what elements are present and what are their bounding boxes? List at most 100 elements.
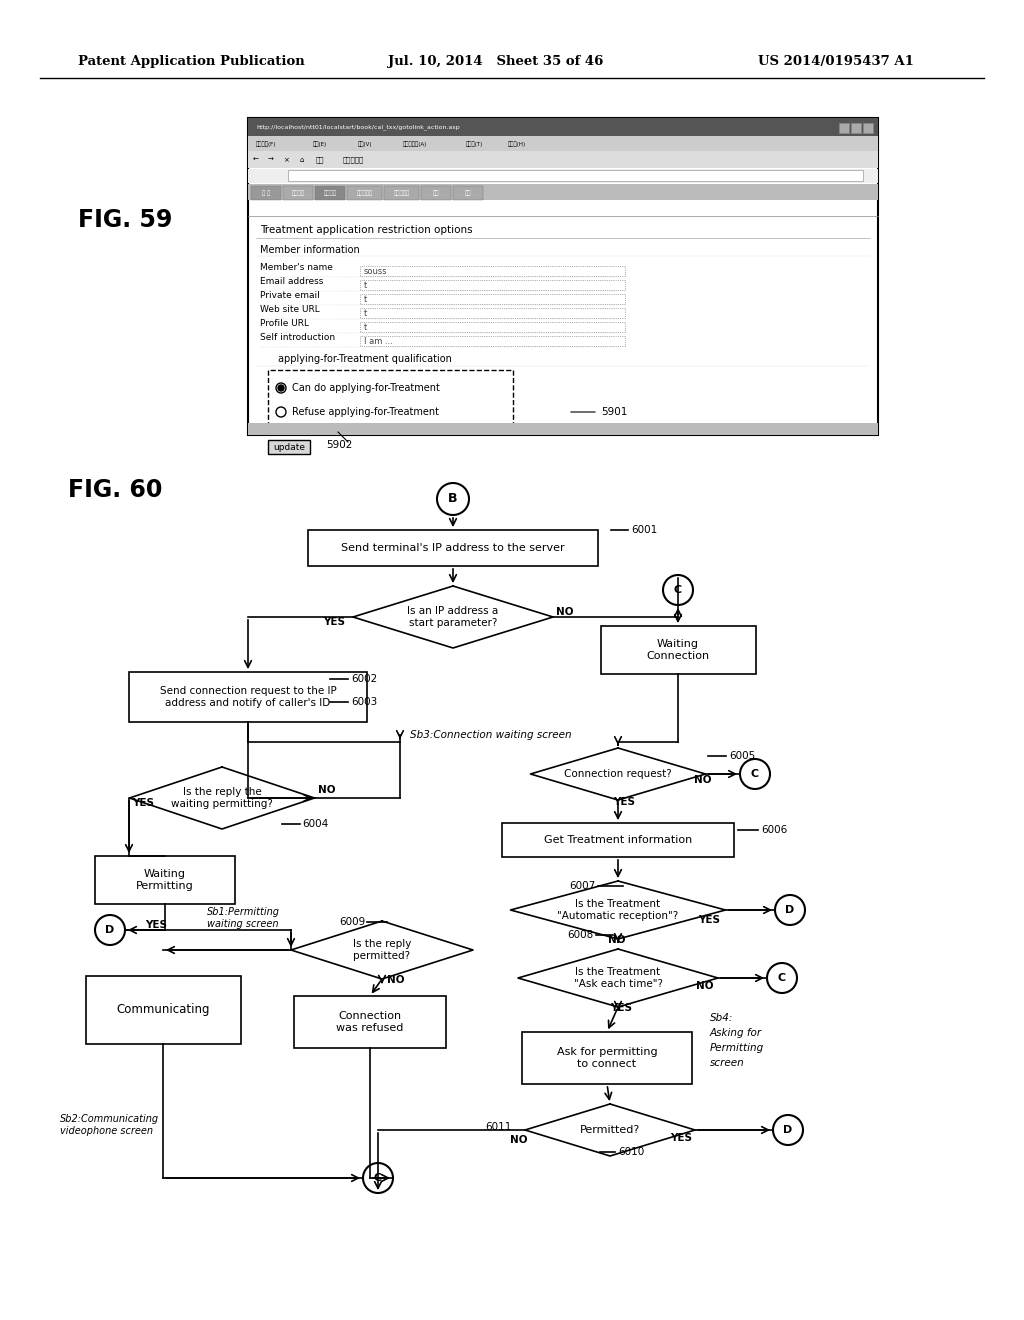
Text: アドレス帳: アドレス帳 bbox=[393, 190, 410, 195]
FancyBboxPatch shape bbox=[347, 186, 382, 201]
Text: Self introduction: Self introduction bbox=[260, 334, 335, 342]
Text: FIG. 59: FIG. 59 bbox=[78, 209, 172, 232]
FancyBboxPatch shape bbox=[248, 169, 878, 183]
FancyBboxPatch shape bbox=[248, 117, 878, 436]
Text: 接続設定: 接続設定 bbox=[292, 190, 304, 195]
FancyBboxPatch shape bbox=[360, 322, 625, 333]
Text: Asking for: Asking for bbox=[710, 1028, 762, 1038]
Polygon shape bbox=[518, 949, 718, 1007]
Text: 5902: 5902 bbox=[326, 440, 352, 450]
Text: 編集(E): 編集(E) bbox=[313, 141, 327, 147]
Text: NO: NO bbox=[318, 785, 336, 795]
FancyBboxPatch shape bbox=[360, 267, 625, 276]
Text: Treatment application restriction options: Treatment application restriction option… bbox=[260, 224, 473, 235]
Text: Send terminal's IP address to the server: Send terminal's IP address to the server bbox=[341, 543, 565, 553]
Text: Can do applying-for-Treatment: Can do applying-for-Treatment bbox=[292, 383, 440, 393]
FancyBboxPatch shape bbox=[421, 186, 451, 201]
Text: http://localhost/ntt01/localstart/book/cal_txx/gotolink_action.asp: http://localhost/ntt01/localstart/book/c… bbox=[256, 124, 460, 129]
FancyBboxPatch shape bbox=[502, 822, 734, 857]
Text: お気に入り: お気に入り bbox=[343, 157, 365, 164]
Text: Private email: Private email bbox=[260, 292, 319, 301]
Text: 5901: 5901 bbox=[601, 407, 628, 417]
Text: Send connection request to the IP
address and notify of caller's ID: Send connection request to the IP addres… bbox=[160, 686, 336, 708]
FancyBboxPatch shape bbox=[248, 117, 878, 136]
FancyBboxPatch shape bbox=[863, 123, 873, 133]
Text: D: D bbox=[105, 925, 115, 935]
Text: Profile URL: Profile URL bbox=[260, 319, 309, 329]
FancyBboxPatch shape bbox=[95, 855, 234, 904]
Text: t: t bbox=[364, 294, 368, 304]
FancyBboxPatch shape bbox=[294, 997, 446, 1048]
FancyBboxPatch shape bbox=[839, 123, 849, 133]
FancyBboxPatch shape bbox=[453, 186, 483, 201]
FancyBboxPatch shape bbox=[360, 308, 625, 318]
FancyBboxPatch shape bbox=[600, 626, 756, 675]
Text: NO: NO bbox=[387, 975, 404, 985]
Text: NO: NO bbox=[696, 981, 714, 991]
Text: screen: screen bbox=[710, 1059, 744, 1068]
Text: 着信設定: 着信設定 bbox=[324, 190, 337, 195]
Text: ログ: ログ bbox=[433, 190, 439, 195]
Text: 6004: 6004 bbox=[302, 818, 329, 829]
Text: applying-for-Treatment qualification: applying-for-Treatment qualification bbox=[278, 354, 452, 364]
Text: YES: YES bbox=[610, 1003, 632, 1012]
Text: 6002: 6002 bbox=[351, 675, 377, 684]
FancyBboxPatch shape bbox=[283, 186, 313, 201]
Polygon shape bbox=[291, 921, 473, 979]
FancyBboxPatch shape bbox=[248, 422, 878, 436]
Polygon shape bbox=[525, 1104, 695, 1156]
Text: US 2014/0195437 A1: US 2014/0195437 A1 bbox=[758, 55, 913, 69]
Text: 6007: 6007 bbox=[569, 880, 596, 891]
Polygon shape bbox=[530, 748, 706, 800]
FancyBboxPatch shape bbox=[360, 337, 625, 346]
Text: Sb3:Connection waiting screen: Sb3:Connection waiting screen bbox=[410, 730, 571, 741]
Text: Connection
was refused: Connection was refused bbox=[336, 1011, 403, 1032]
FancyBboxPatch shape bbox=[248, 136, 878, 150]
Text: YES: YES bbox=[323, 616, 345, 627]
Text: ヘルプ(H): ヘルプ(H) bbox=[508, 141, 526, 147]
Text: Sb1:Permitting
waiting screen: Sb1:Permitting waiting screen bbox=[207, 907, 280, 929]
Text: Permitted?: Permitted? bbox=[580, 1125, 640, 1135]
Text: FIG. 60: FIG. 60 bbox=[68, 478, 163, 502]
Text: Is the reply the
waiting permitting?: Is the reply the waiting permitting? bbox=[171, 787, 273, 809]
Circle shape bbox=[278, 385, 284, 391]
Text: NO: NO bbox=[608, 935, 626, 945]
Text: 6011: 6011 bbox=[485, 1122, 511, 1133]
FancyBboxPatch shape bbox=[315, 186, 345, 201]
FancyBboxPatch shape bbox=[360, 294, 625, 304]
Text: Refuse applying-for-Treatment: Refuse applying-for-Treatment bbox=[292, 407, 439, 417]
Text: 6008: 6008 bbox=[567, 931, 594, 940]
Text: 表示(V): 表示(V) bbox=[358, 141, 373, 147]
Text: 発着信設定: 発着信設定 bbox=[356, 190, 373, 195]
Text: 設 定: 設 定 bbox=[262, 190, 270, 195]
Text: Permitting: Permitting bbox=[710, 1043, 764, 1053]
Text: Waiting
Permitting: Waiting Permitting bbox=[136, 869, 194, 891]
Text: YES: YES bbox=[670, 1133, 692, 1143]
FancyBboxPatch shape bbox=[248, 183, 878, 201]
Text: Connection request?: Connection request? bbox=[564, 770, 672, 779]
Text: Sb4:: Sb4: bbox=[710, 1012, 733, 1023]
Text: C: C bbox=[778, 973, 786, 983]
Text: ←: ← bbox=[253, 157, 259, 162]
Text: update: update bbox=[273, 442, 305, 451]
Text: Is an IP address a
start parameter?: Is an IP address a start parameter? bbox=[408, 606, 499, 628]
Text: 検索: 検索 bbox=[316, 157, 325, 164]
FancyBboxPatch shape bbox=[129, 672, 367, 722]
FancyBboxPatch shape bbox=[288, 170, 863, 181]
Text: →: → bbox=[268, 157, 273, 162]
Text: C: C bbox=[751, 770, 759, 779]
Text: Web site URL: Web site URL bbox=[260, 305, 319, 314]
FancyBboxPatch shape bbox=[248, 150, 878, 168]
Text: Get Treatment information: Get Treatment information bbox=[544, 836, 692, 845]
FancyBboxPatch shape bbox=[268, 370, 513, 432]
Text: Jul. 10, 2014   Sheet 35 of 46: Jul. 10, 2014 Sheet 35 of 46 bbox=[388, 55, 603, 69]
FancyBboxPatch shape bbox=[851, 123, 861, 133]
Text: 6003: 6003 bbox=[351, 697, 377, 708]
Text: Member information: Member information bbox=[260, 246, 359, 255]
FancyBboxPatch shape bbox=[268, 440, 310, 454]
Text: B: B bbox=[449, 492, 458, 506]
Text: ファイル(F): ファイル(F) bbox=[256, 141, 276, 147]
Text: Sb2:Communicating
videophone screen: Sb2:Communicating videophone screen bbox=[60, 1114, 159, 1135]
Text: 6005: 6005 bbox=[729, 751, 756, 762]
Text: t: t bbox=[364, 309, 368, 318]
